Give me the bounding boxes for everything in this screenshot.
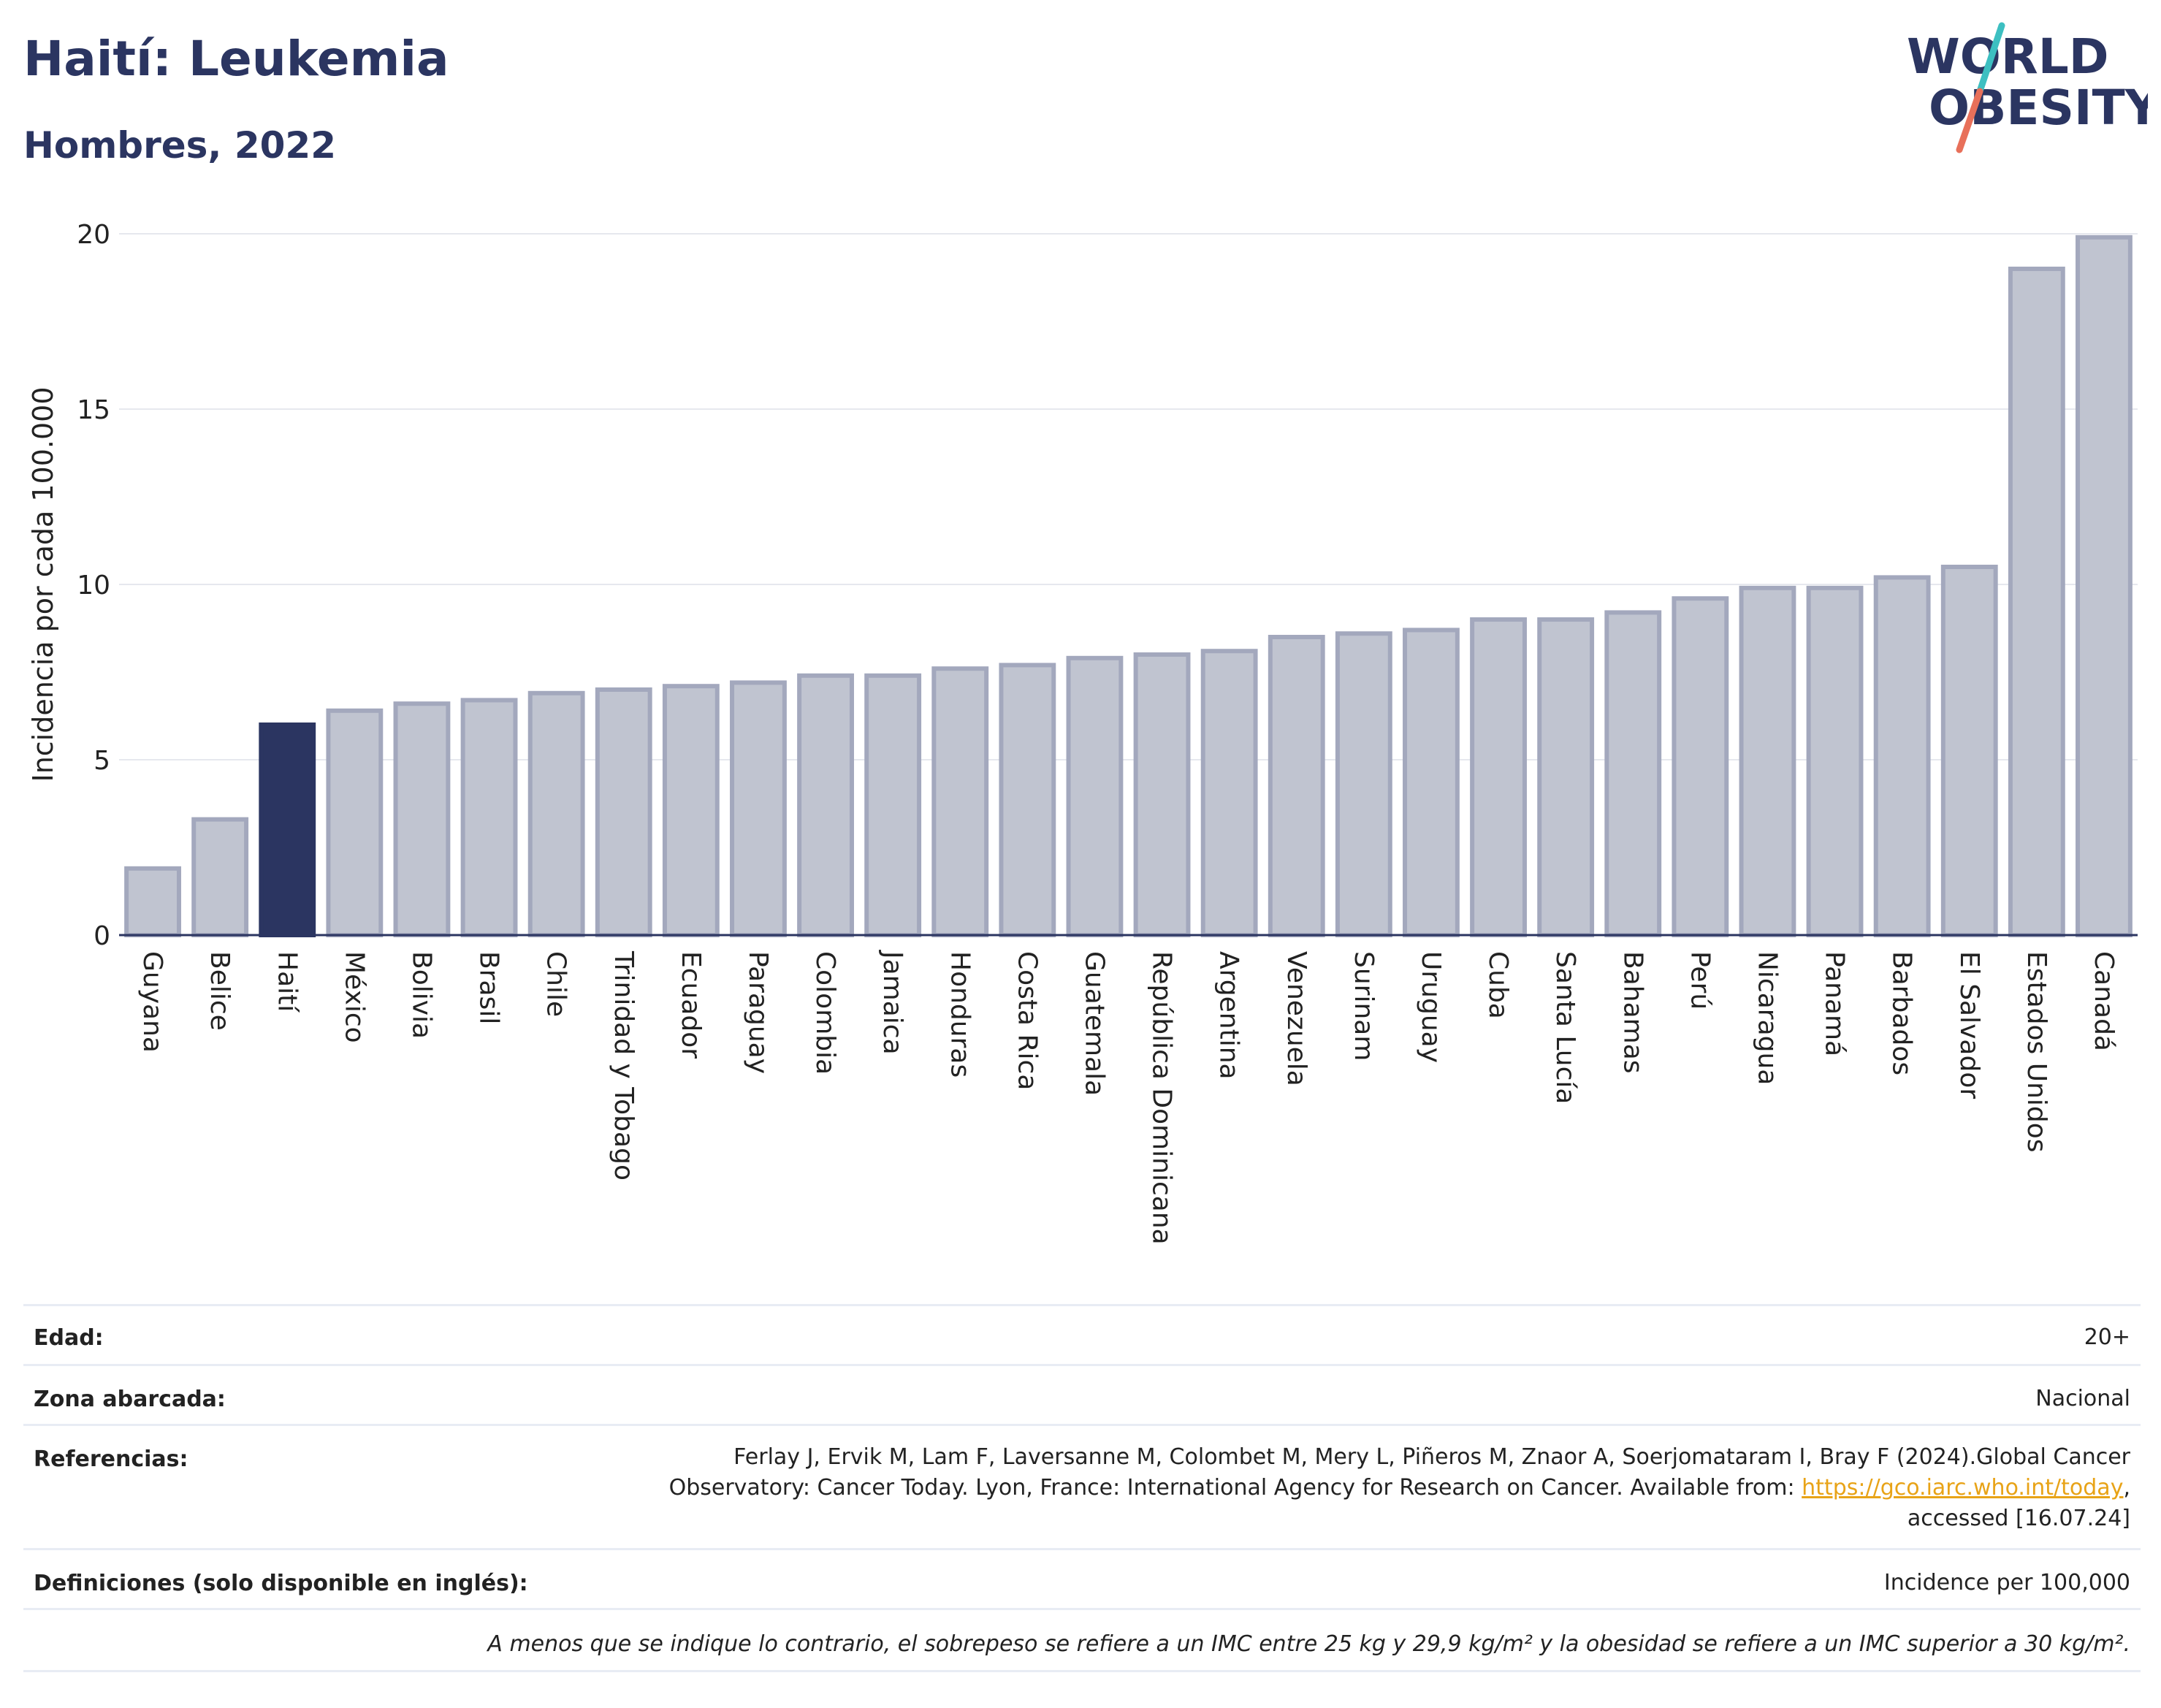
x-tick-label: República Dominicana bbox=[1147, 951, 1177, 1245]
x-tick-label: Canadá bbox=[2089, 951, 2119, 1051]
zone-value: Nacional bbox=[2035, 1386, 2130, 1411]
bar bbox=[1133, 652, 1191, 937]
bar-chart: 0 5 10 15 20 Incidencia por cada 100.000 Guyan… bbox=[27, 220, 2138, 1245]
y-tick-label: 5 bbox=[94, 746, 110, 776]
x-tick-label: Surinam bbox=[1349, 951, 1379, 1061]
bar bbox=[1940, 565, 1998, 937]
bar bbox=[1268, 635, 1325, 937]
x-tick-label: Belice bbox=[205, 951, 235, 1031]
x-tick-label: Colombia bbox=[810, 951, 840, 1075]
bar bbox=[1403, 628, 1460, 938]
page-subtitle: Hombres, 2022 bbox=[23, 124, 336, 167]
logo-text-world: WORLD bbox=[1907, 28, 2109, 85]
bar bbox=[326, 708, 384, 937]
x-tick-label: Trinidad y Tobago bbox=[609, 950, 639, 1181]
bar bbox=[1739, 585, 1796, 937]
bar bbox=[1873, 575, 1931, 938]
bar-highlight bbox=[259, 723, 316, 937]
x-tick-label: Perú bbox=[1685, 951, 1715, 1010]
y-tick-label: 10 bbox=[77, 571, 110, 601]
bar bbox=[1537, 617, 1595, 937]
references-line-2-suffix: , bbox=[2123, 1475, 2130, 1501]
info-row-age: Edad: 20+ bbox=[23, 1304, 2141, 1366]
references-line-2-text: Observatory: Cancer Today. Lyon, France:… bbox=[668, 1475, 1802, 1501]
bar bbox=[1470, 617, 1527, 937]
bar bbox=[864, 673, 922, 937]
bar bbox=[931, 666, 989, 937]
logo-slash-teal bbox=[1976, 22, 2005, 95]
references-label: Referencias: bbox=[34, 1446, 188, 1472]
world-obesity-logo: WORLD OBESITY bbox=[1907, 22, 2148, 153]
references-line-2: Observatory: Cancer Today. Lyon, France:… bbox=[669, 1473, 2130, 1503]
bar bbox=[393, 701, 451, 937]
bar bbox=[595, 687, 652, 937]
page-title: Haití: Leukemia bbox=[23, 31, 449, 87]
x-tick-label: Uruguay bbox=[1416, 951, 1446, 1063]
age-label: Edad: bbox=[34, 1325, 104, 1351]
footnote: A menos que se indique lo contrario, el … bbox=[487, 1631, 2130, 1657]
zone-label: Zona abarcada: bbox=[34, 1387, 226, 1412]
y-tick-label: 15 bbox=[77, 395, 110, 425]
references-line-3: accessed [16.07.24] bbox=[1907, 1506, 2130, 1531]
bar bbox=[797, 673, 854, 937]
x-tick-label: Paraguay bbox=[743, 951, 773, 1074]
x-tick-label: El Salvador bbox=[1954, 951, 1984, 1099]
bar bbox=[999, 663, 1056, 938]
age-value: 20+ bbox=[2084, 1324, 2130, 1350]
info-row-zone: Zona abarcada: Nacional bbox=[23, 1364, 2141, 1426]
info-row-references: Referencias: Ferlay J, Ervik M, Lam F, L… bbox=[23, 1424, 2141, 1550]
y-axis-label: Incidencia por cada 100.000 bbox=[27, 386, 59, 782]
x-tick-label: Costa Rica bbox=[1012, 951, 1042, 1090]
bar bbox=[460, 698, 518, 938]
info-row-footnote: A menos que se indique lo contrario, el … bbox=[23, 1608, 2141, 1672]
references-link[interactable]: https://gco.iarc.who.int/today bbox=[1802, 1475, 2124, 1501]
references-line-1: Ferlay J, Ervik M, Lam F, Laversanne M, … bbox=[733, 1444, 2130, 1470]
bar bbox=[1806, 585, 1864, 937]
bar bbox=[2076, 235, 2133, 937]
bar bbox=[730, 680, 787, 938]
x-tick-label: Bolivia bbox=[406, 951, 436, 1039]
x-tick-label: Ecuador bbox=[676, 951, 706, 1059]
bar bbox=[191, 817, 249, 937]
x-tick-label: Honduras bbox=[945, 951, 975, 1078]
x-tick-label: Jamaica bbox=[877, 950, 907, 1055]
bar bbox=[1604, 610, 1662, 938]
x-tick-label: Nicaragua bbox=[1752, 951, 1782, 1085]
info-row-definitions: Definiciones (solo disponible en inglés)… bbox=[23, 1548, 2141, 1610]
x-tick-label: Guatemala bbox=[1079, 951, 1109, 1096]
x-tick-label: Haití bbox=[272, 951, 302, 1013]
definitions-value: Incidence per 100,000 bbox=[1883, 1570, 2130, 1595]
bar bbox=[1200, 649, 1258, 937]
bar bbox=[1066, 655, 1124, 937]
y-tick-label: 20 bbox=[77, 220, 110, 250]
x-tick-label: Venezuela bbox=[1281, 951, 1311, 1086]
bar bbox=[1335, 631, 1392, 937]
y-tick-label: 0 bbox=[94, 921, 110, 951]
definitions-label: Definiciones (solo disponible en inglés)… bbox=[34, 1571, 528, 1596]
x-tick-label: Guyana bbox=[137, 951, 167, 1053]
x-tick-label: Estados Unidos bbox=[2021, 951, 2051, 1153]
bar bbox=[527, 690, 585, 937]
x-tick-label: Bahamas bbox=[1617, 951, 1647, 1074]
x-tick-label: Argentina bbox=[1214, 951, 1244, 1080]
logo-slash-coral bbox=[1956, 88, 1983, 153]
bar bbox=[662, 684, 720, 937]
bar bbox=[2008, 267, 2065, 937]
bar bbox=[1672, 596, 1729, 937]
x-tick-label: México bbox=[339, 951, 369, 1043]
bar bbox=[124, 866, 181, 938]
x-tick-label: Brasil bbox=[474, 951, 504, 1024]
x-tick-label: Chile bbox=[541, 951, 571, 1017]
x-tick-label: Cuba bbox=[1483, 951, 1513, 1019]
x-tick-label: Panamá bbox=[1820, 951, 1850, 1056]
x-tick-label: Santa Lucía bbox=[1550, 951, 1580, 1104]
references-value: Ferlay J, Ervik M, Lam F, Laversanne M, … bbox=[669, 1442, 2130, 1534]
x-tick-label: Barbados bbox=[1887, 951, 1917, 1075]
